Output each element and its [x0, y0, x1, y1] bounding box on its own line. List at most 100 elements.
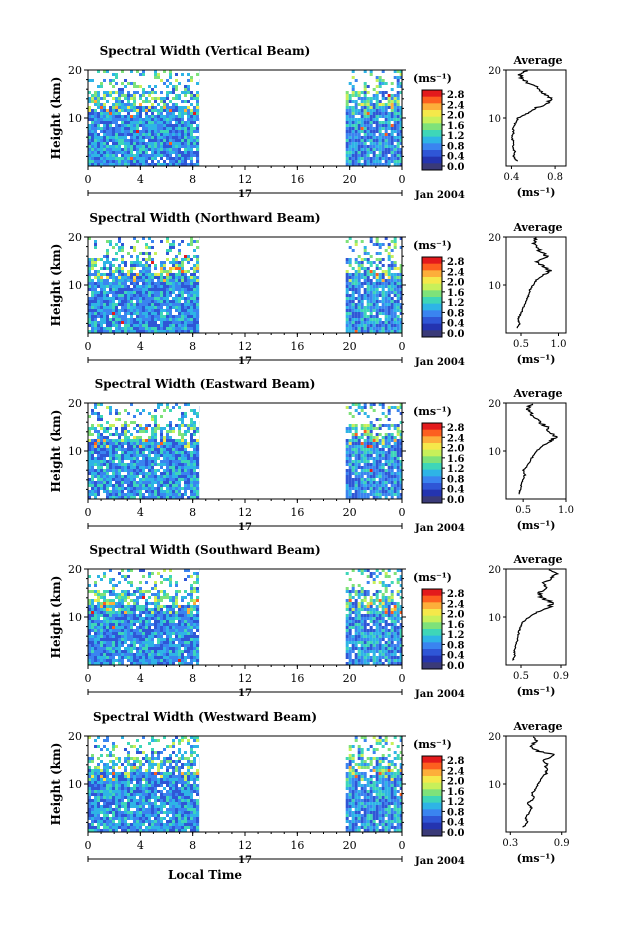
heatmap-cell: [348, 100, 352, 103]
heatmap-cell: [357, 457, 361, 460]
heatmap-cell: [396, 463, 400, 466]
heatmap-cell: [127, 481, 130, 484]
heatmap-cell: [163, 297, 166, 300]
heatmap-cell: [175, 130, 178, 133]
heatmap-cell: [360, 433, 364, 436]
heatmap-cell: [175, 590, 178, 593]
heatmap-cell: [145, 142, 148, 145]
heatmap-cell: [184, 617, 187, 620]
heatmap-cell: [178, 142, 181, 145]
heatmap-cell: [181, 273, 184, 276]
heatmap-cell: [166, 493, 169, 496]
heatmap-cell: [369, 112, 373, 115]
heatmap-cell: [372, 109, 376, 112]
heatmap-cell: [97, 635, 100, 638]
heatmap-cell: [142, 430, 145, 433]
heatmap-cell: [130, 617, 133, 620]
heatmap-cell: [348, 264, 352, 267]
colorbar-tick-label: 1.2: [447, 464, 464, 475]
heatmap-cell: [130, 608, 133, 611]
heatmap-cell: [130, 261, 133, 264]
heatmap-cell: [166, 297, 169, 300]
heatmap-cell: [97, 457, 100, 460]
heatmap-cell: [139, 94, 142, 97]
heatmap-cell: [109, 623, 112, 626]
heatmap-cell: [100, 163, 103, 166]
heatmap-cell: [97, 133, 100, 136]
heatmap-cell: [387, 297, 391, 300]
heatmap-cell: [193, 109, 196, 112]
heatmap-cell: [145, 318, 148, 321]
heatmap-cell: [145, 487, 148, 490]
heatmap-cell: [354, 472, 358, 475]
heatmap-cell: [387, 303, 391, 306]
heatmap-cell: [160, 315, 163, 318]
heatmap-cell: [354, 469, 358, 472]
heatmap-cell: [127, 623, 130, 626]
heatmap-cell: [154, 306, 157, 309]
x-tick-label: 8: [189, 506, 196, 519]
heatmap-cell: [133, 309, 136, 312]
heatmap-cell: [97, 466, 100, 469]
heatmap-cell: [142, 282, 145, 285]
heatmap-cell: [100, 403, 103, 406]
heatmap-cell: [139, 291, 142, 294]
heatmap-cell: [160, 327, 163, 330]
heatmap-cell: [169, 445, 172, 448]
heatmap-cell: [97, 445, 100, 448]
heatmap-cell: [145, 148, 148, 151]
heatmap-cell: [112, 472, 115, 475]
heatmap-cell: [360, 145, 364, 148]
heatmap-cell: [351, 148, 355, 151]
heatmap-cell: [178, 243, 181, 246]
heatmap-cell: [154, 469, 157, 472]
heatmap-cell: [166, 303, 169, 306]
heatmap-cell: [154, 276, 157, 279]
heatmap-cell: [384, 273, 388, 276]
heatmap-cell: [103, 599, 106, 602]
heatmap-cell: [184, 605, 187, 608]
heatmap-cell: [181, 73, 184, 76]
heatmap-cell: [145, 439, 148, 442]
heatmap-cell: [169, 608, 172, 611]
heatmap-cell: [360, 321, 364, 324]
heatmap-cell: [109, 409, 112, 412]
heatmap-cell: [172, 297, 175, 300]
heatmap-cell: [348, 460, 352, 463]
heatmap-cell: [378, 451, 382, 454]
heatmap-cell: [172, 623, 175, 626]
heatmap-cell: [360, 448, 364, 451]
heatmap-cell: [345, 493, 349, 496]
heatmap-cell: [100, 297, 103, 300]
heatmap-cell: [94, 297, 97, 300]
heatmap-cell: [366, 163, 370, 166]
heatmap-cell: [378, 139, 382, 142]
heatmap-cell: [366, 430, 370, 433]
heatmap-cell: [127, 620, 130, 623]
heatmap-cell: [187, 445, 190, 448]
heatmap-cell: [193, 282, 196, 285]
heatmap-cell: [366, 115, 370, 118]
heatmap-cell: [139, 303, 142, 306]
heatmap-cell: [196, 91, 199, 94]
heatmap-cell: [151, 163, 154, 166]
heatmap-cell: [396, 439, 400, 442]
heatmap-cell: [187, 285, 190, 288]
heatmap-cell: [106, 291, 109, 294]
heatmap-cell: [91, 139, 94, 142]
heatmap-cell: [109, 163, 112, 166]
heatmap-cell: [163, 442, 166, 445]
heatmap-cell: [196, 163, 199, 166]
heatmap-cell: [115, 412, 118, 415]
heatmap-cell: [184, 433, 187, 436]
heatmap-cell: [399, 285, 402, 288]
heatmap-cell: [148, 318, 151, 321]
heatmap-cell: [357, 124, 361, 127]
heatmap-cell: [106, 635, 109, 638]
heatmap-cell: [178, 614, 181, 617]
heatmap-cell: [160, 415, 163, 418]
heatmap-cell: [91, 79, 94, 82]
heatmap-cell: [106, 139, 109, 142]
heatmap-cell: [88, 133, 91, 136]
heatmap-cell: [375, 303, 379, 306]
